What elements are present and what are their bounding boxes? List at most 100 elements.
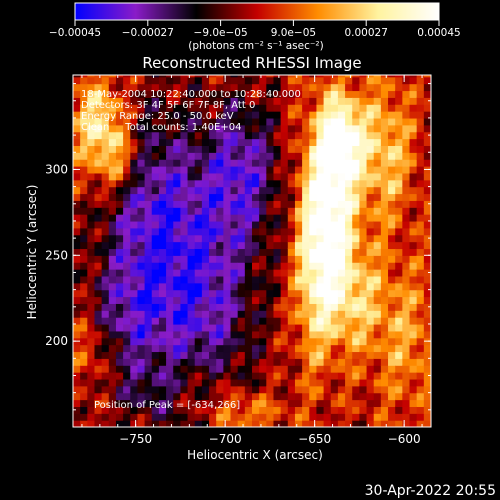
heatmap-cell (223, 227, 232, 236)
heatmap-cell (158, 248, 167, 256)
heatmap-cell (366, 296, 375, 304)
heatmap-cell (230, 145, 239, 153)
heatmap-cell (158, 166, 167, 174)
heatmap-cell (309, 289, 318, 298)
heatmap-cell (173, 337, 181, 346)
heatmap-cell (316, 262, 325, 270)
heatmap-cell (115, 392, 124, 401)
heatmap-cell (323, 152, 332, 160)
heatmap-cell (316, 227, 325, 236)
heatmap-cell (345, 124, 353, 133)
heatmap-cell (416, 365, 425, 373)
heatmap-cell (137, 344, 146, 353)
heatmap-cell (316, 420, 325, 427)
heatmap-cell (316, 83, 325, 92)
heatmap-cell (388, 152, 396, 160)
heatmap-cell (280, 262, 289, 270)
heatmap-cell (187, 76, 196, 85)
heatmap-cell (130, 76, 139, 85)
heatmap-cell (194, 90, 203, 98)
heatmap-cell (230, 385, 239, 394)
heatmap-cell (73, 124, 81, 133)
heatmap-cell (395, 207, 403, 215)
heatmap-cell (80, 172, 88, 181)
heatmap-cell (108, 220, 117, 229)
heatmap-cell (73, 351, 81, 359)
heatmap-cell (201, 186, 210, 195)
heatmap-cell (423, 214, 431, 222)
heatmap-cell (94, 365, 103, 373)
heatmap-cell (330, 275, 339, 284)
heatmap-cell (201, 241, 210, 250)
heatmap-cell (273, 214, 282, 222)
heatmap-cell (194, 269, 203, 277)
heatmap-cell (158, 111, 167, 119)
heatmap-cell (237, 214, 246, 222)
heatmap-cell (94, 124, 103, 133)
heatmap-cell (388, 227, 396, 236)
heatmap-cell (108, 372, 117, 380)
heatmap-cell (158, 159, 167, 167)
heatmap-cell (244, 310, 253, 318)
heatmap-cell (201, 220, 210, 229)
heatmap-cell (151, 214, 160, 222)
heatmap-cell (187, 344, 196, 353)
heatmap-cell (173, 145, 181, 153)
heatmap-cell (423, 172, 431, 181)
heatmap-cell (130, 323, 139, 332)
heatmap-cell (209, 269, 217, 277)
heatmap-cell (230, 337, 239, 346)
heatmap-cell (252, 200, 260, 208)
heatmap-cell (309, 220, 318, 229)
heatmap-cell (151, 337, 160, 346)
heatmap-cell (330, 248, 339, 256)
heatmap-cell (373, 179, 382, 188)
heatmap-cell (352, 420, 360, 427)
heatmap-cell (337, 351, 346, 359)
heatmap-cell (273, 282, 282, 291)
heatmap-cell (194, 323, 203, 332)
heatmap-cell (280, 193, 289, 201)
heatmap-cell (266, 330, 275, 339)
heatmap-cell (287, 275, 296, 284)
heatmap-cell (287, 179, 296, 188)
heatmap-cell (266, 351, 275, 359)
heatmap-cell (158, 220, 167, 229)
heatmap-cell (388, 406, 396, 414)
heatmap-cell (201, 166, 210, 174)
heatmap-cell (144, 117, 153, 126)
heatmap-cell (380, 296, 389, 304)
heatmap-cell (237, 172, 246, 181)
heatmap-cell (151, 76, 160, 85)
heatmap-cell (373, 207, 382, 215)
heatmap-cell (216, 392, 224, 401)
heatmap-cell (137, 76, 146, 85)
heatmap-cell (108, 413, 117, 421)
heatmap-cell (94, 131, 103, 140)
heatmap-cell (273, 420, 282, 427)
heatmap-cell (94, 193, 103, 201)
heatmap-cell (416, 351, 425, 359)
heatmap-cell (402, 200, 411, 208)
heatmap-cell (158, 330, 167, 339)
heatmap-cell (130, 365, 139, 373)
heatmap-cell (173, 289, 181, 298)
heatmap-cell (209, 117, 217, 126)
heatmap-cell (201, 207, 210, 215)
heatmap-cell (115, 378, 124, 387)
heatmap-cell (130, 90, 139, 98)
heatmap-cell (80, 358, 88, 366)
heatmap-cell (101, 358, 110, 366)
heatmap-cell (144, 124, 153, 133)
heatmap-cell (87, 406, 96, 414)
heatmap-cell (108, 124, 117, 133)
heatmap-cell (337, 227, 346, 236)
heatmap-cell (416, 372, 425, 380)
heatmap-cell (137, 207, 146, 215)
heatmap-cell (352, 200, 360, 208)
heatmap-cell (194, 351, 203, 359)
heatmap-cell (259, 234, 267, 243)
heatmap-cell (252, 145, 260, 153)
heatmap-cell (130, 159, 139, 167)
heatmap-cell (287, 97, 296, 105)
